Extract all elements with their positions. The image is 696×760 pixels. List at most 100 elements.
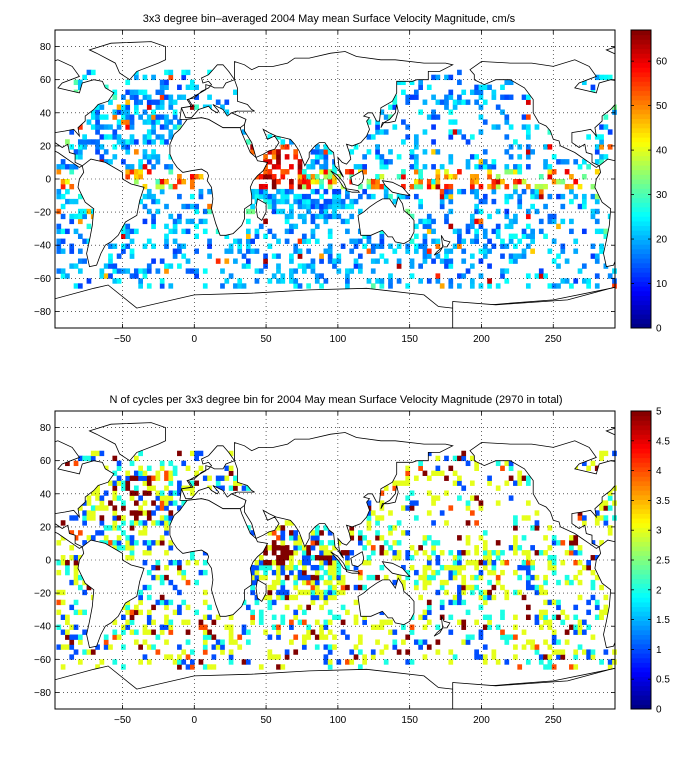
- bin-cell: [185, 203, 191, 210]
- bin-cell: [521, 248, 527, 254]
- bin-cell: [521, 629, 527, 635]
- bin-cell: [534, 644, 540, 650]
- colorbar-step: [631, 211, 651, 217]
- bin-cell: [487, 594, 492, 601]
- bin-cell: [151, 574, 156, 581]
- bin-cell: [452, 574, 458, 581]
- bin-cell: [228, 450, 234, 457]
- bin-cell: [164, 238, 169, 244]
- bin-cell: [138, 174, 143, 180]
- bin-cell: [314, 179, 320, 185]
- bin-cell: [146, 480, 152, 486]
- bin-cell: [198, 659, 204, 665]
- bin-cell: [388, 530, 393, 536]
- bin-cell: [332, 188, 337, 195]
- bin-cell: [594, 599, 600, 606]
- bin-cell: [534, 614, 540, 620]
- bin-cell: [194, 579, 199, 586]
- bin-cell: [189, 649, 195, 655]
- bin-cell: [418, 644, 423, 650]
- bin-cell: [457, 243, 462, 249]
- bin-cell: [207, 243, 212, 249]
- colorbar-step: [631, 253, 651, 259]
- bin-cell: [250, 188, 255, 195]
- bin-cell: [185, 268, 191, 274]
- bin-cell: [151, 149, 156, 155]
- bin-cell: [336, 564, 342, 571]
- bin-cell: [310, 594, 316, 601]
- bin-cell: [159, 124, 165, 130]
- bin-cell: [525, 154, 531, 160]
- bin-cell: [314, 579, 320, 586]
- bin-cell: [461, 99, 467, 105]
- bin-cell: [594, 510, 600, 516]
- bin-cell: [267, 599, 273, 606]
- bin-cell: [439, 283, 445, 289]
- bin-cell: [612, 268, 617, 274]
- bin-cell: [60, 555, 66, 561]
- bin-cell: [599, 159, 604, 165]
- bin-cell: [245, 238, 251, 244]
- bin-cell: [612, 283, 617, 289]
- bin-cell: [491, 228, 497, 235]
- bin-cell: [254, 278, 260, 284]
- bin-cell: [525, 273, 531, 279]
- bin-cell: [271, 614, 277, 620]
- bin-cell: [426, 619, 432, 625]
- bin-cell: [306, 164, 311, 170]
- bin-cell: [77, 659, 83, 665]
- bin-cell: [482, 159, 488, 165]
- bin-cell: [301, 238, 307, 244]
- bin-cell: [86, 455, 92, 462]
- bin-cell: [551, 540, 557, 546]
- bin-cell: [90, 124, 96, 130]
- bin-cell: [379, 228, 385, 235]
- bin-cell: [478, 283, 484, 289]
- bin-cell: [357, 574, 363, 581]
- bin-cell: [525, 283, 531, 289]
- y-tick-label: 80: [40, 42, 52, 53]
- bin-cell: [73, 609, 79, 616]
- bin-cell: [461, 258, 467, 264]
- bin-cell: [103, 644, 109, 650]
- bin-cell: [293, 149, 299, 155]
- bin-cell: [401, 89, 406, 95]
- bin-cell: [297, 179, 303, 185]
- bin-cell: [306, 174, 311, 180]
- bin-cell: [543, 609, 548, 616]
- bin-cell: [581, 278, 587, 284]
- bin-cell: [177, 193, 182, 200]
- bin-cell: [379, 174, 385, 180]
- bin-cell: [142, 134, 148, 140]
- colorbar-step: [631, 169, 651, 175]
- bin-cell: [603, 604, 609, 611]
- bin-cell: [581, 520, 587, 526]
- colorbar-step: [631, 657, 651, 663]
- bin-cell: [138, 169, 143, 175]
- bin-cell: [444, 520, 449, 526]
- bin-cell: [370, 550, 376, 556]
- bin-cell: [60, 614, 66, 620]
- bin-cell: [370, 624, 376, 630]
- coastline: [357, 577, 415, 626]
- bin-cell: [250, 589, 255, 596]
- bin-cell: [478, 634, 484, 640]
- bin-cell: [125, 540, 131, 546]
- bin-cell: [159, 183, 165, 190]
- bin-cell: [556, 604, 561, 611]
- bin-cell: [418, 84, 423, 90]
- bin-cell: [189, 268, 195, 274]
- bin-cell: [289, 253, 294, 259]
- bin-cell: [108, 540, 113, 546]
- bin-cell: [482, 659, 488, 665]
- bin-cell: [56, 569, 62, 576]
- bin-cell: [142, 109, 148, 115]
- bin-cell: [513, 540, 518, 546]
- colorbar-step: [631, 443, 651, 449]
- bin-cell: [388, 629, 393, 635]
- bin-cell: [469, 480, 475, 486]
- bin-cell: [112, 470, 118, 476]
- bin-cell: [500, 268, 505, 274]
- bin-cell: [370, 179, 376, 185]
- bin-cell: [413, 159, 419, 165]
